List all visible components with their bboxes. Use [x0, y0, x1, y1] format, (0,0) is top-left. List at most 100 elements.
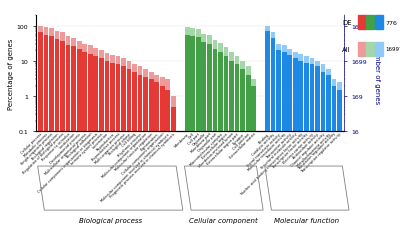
- Bar: [154, 83, 159, 231]
- Bar: [66, 37, 70, 231]
- Bar: [138, 67, 142, 231]
- Text: Cellular component organization or biogenesis: Cellular component organization or bioge…: [37, 132, 99, 193]
- Bar: [326, 76, 331, 231]
- Bar: [212, 41, 217, 231]
- Bar: [104, 62, 109, 231]
- Text: DE: DE: [342, 20, 352, 26]
- Text: Immune system process: Immune system process: [70, 132, 104, 165]
- Bar: [298, 62, 303, 231]
- Bar: [282, 53, 286, 231]
- Text: Pigmentation: Pigmentation: [140, 132, 160, 151]
- Bar: [166, 91, 170, 231]
- Bar: [337, 83, 342, 231]
- Bar: [293, 53, 298, 231]
- Text: Cell part: Cell part: [188, 132, 201, 145]
- Bar: [320, 65, 325, 231]
- Bar: [207, 45, 212, 231]
- Text: Organelle: Organelle: [192, 132, 207, 146]
- Bar: [240, 70, 245, 231]
- Bar: [60, 33, 65, 231]
- Text: Structural molecule activity: Structural molecule activity: [260, 132, 298, 170]
- Bar: [202, 43, 206, 231]
- Bar: [185, 36, 190, 231]
- Bar: [218, 44, 223, 231]
- Bar: [110, 55, 115, 231]
- Bar: [271, 39, 276, 231]
- Bar: [265, 32, 270, 231]
- Bar: [60, 41, 65, 231]
- Bar: [235, 65, 240, 231]
- Text: Rhythmic process: Rhythmic process: [118, 132, 143, 157]
- Bar: [55, 40, 60, 231]
- Bar: [71, 47, 76, 231]
- Text: All: All: [342, 46, 351, 52]
- Bar: [121, 67, 126, 231]
- Bar: [82, 45, 87, 231]
- Text: Biological process: Biological process: [79, 217, 142, 223]
- Bar: [132, 72, 137, 231]
- Bar: [88, 55, 93, 231]
- Bar: [240, 62, 245, 231]
- Text: Response to stimulus: Response to stimulus: [41, 132, 71, 161]
- Bar: [287, 50, 292, 231]
- Bar: [121, 59, 126, 231]
- Text: Membrane part: Membrane part: [190, 132, 212, 154]
- Bar: [49, 29, 54, 231]
- Bar: [116, 57, 120, 231]
- Bar: [212, 50, 217, 231]
- Text: Biological phase: Biological phase: [108, 132, 132, 155]
- Bar: [287, 55, 292, 231]
- Bar: [246, 76, 250, 231]
- Bar: [116, 65, 120, 231]
- Text: Developmental process: Developmental process: [50, 132, 82, 164]
- Text: Multicellular organismal process: Multicellular organismal process: [44, 132, 88, 175]
- Bar: [94, 57, 98, 231]
- Bar: [71, 39, 76, 231]
- Bar: [110, 63, 115, 231]
- Text: Channel regulator activity: Channel regulator activity: [290, 132, 326, 167]
- Text: Membrane: Membrane: [174, 132, 190, 148]
- Bar: [149, 80, 154, 231]
- Text: Biological adhesion: Biological adhesion: [66, 132, 93, 159]
- Bar: [138, 76, 142, 231]
- Bar: [38, 27, 43, 231]
- Text: Extracellular region part: Extracellular region part: [206, 132, 240, 165]
- Text: Macromolecular complex: Macromolecular complex: [189, 132, 223, 166]
- Bar: [326, 70, 331, 231]
- Text: Cellular component: Cellular component: [190, 217, 258, 223]
- Text: Electron carrier activity: Electron carrier activity: [282, 132, 315, 164]
- Text: Molecular function: Molecular function: [274, 217, 340, 223]
- Bar: [271, 33, 276, 231]
- Bar: [55, 32, 60, 231]
- Text: Reproductive process: Reproductive process: [91, 132, 121, 162]
- Text: Molecular component involved in chemical symbiosis: Molecular component involved in chemical…: [100, 132, 171, 202]
- Text: Organelle part: Organelle part: [197, 132, 218, 152]
- Text: Metallochaperone activity: Metallochaperone activity: [296, 132, 331, 167]
- Bar: [310, 59, 314, 231]
- Y-axis label: Number of genes: Number of genes: [374, 44, 380, 104]
- Bar: [282, 46, 286, 231]
- Text: Extracellular matrix: Extracellular matrix: [229, 132, 256, 159]
- Bar: [375, 16, 383, 30]
- Bar: [224, 57, 228, 231]
- Text: Molecular function regulation: Molecular function regulation: [114, 132, 154, 171]
- Text: Signal transducer activity: Signal transducer activity: [246, 132, 282, 167]
- Text: Biological regulation: Biological regulation: [31, 132, 60, 160]
- Text: Reproduction: Reproduction: [96, 132, 115, 151]
- Bar: [171, 97, 176, 231]
- Bar: [196, 38, 201, 231]
- Text: Locomotion: Locomotion: [92, 132, 110, 149]
- Bar: [149, 72, 154, 231]
- Text: 776: 776: [386, 21, 398, 25]
- Bar: [38, 33, 43, 231]
- Bar: [310, 65, 314, 231]
- Bar: [276, 51, 281, 231]
- Text: Multi-organism process: Multi-organism process: [94, 132, 126, 164]
- Bar: [160, 78, 165, 231]
- Text: Molecular transducer activity: Molecular transducer activity: [247, 132, 287, 171]
- Bar: [276, 45, 281, 231]
- Bar: [235, 57, 240, 231]
- Bar: [88, 46, 93, 231]
- Bar: [265, 27, 270, 231]
- Bar: [251, 86, 256, 231]
